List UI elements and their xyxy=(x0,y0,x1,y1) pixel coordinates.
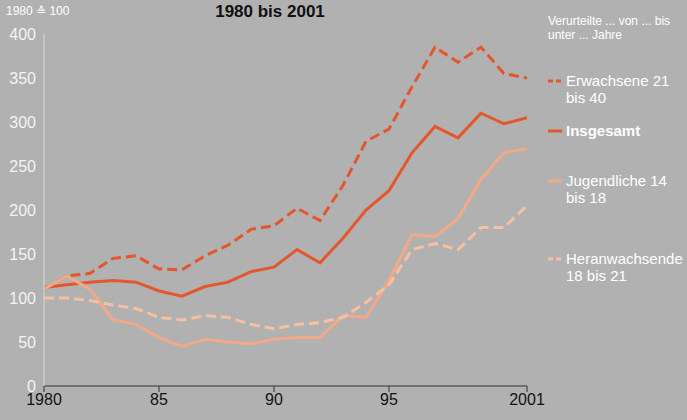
svg-text:400: 400 xyxy=(9,26,36,43)
svg-text:250: 250 xyxy=(9,158,36,175)
svg-text:0: 0 xyxy=(27,378,36,395)
html-text:1980 bis 2001: 1980 bis 2001 xyxy=(215,2,325,21)
html-text:Verurteilte ... von ... bis un: Verurteilte ... von ... bis unter ... Ja… xyxy=(548,14,671,42)
svg-text:2001: 2001 xyxy=(509,391,545,408)
svg-text:350: 350 xyxy=(9,70,36,87)
svg-text:200: 200 xyxy=(9,202,36,219)
html-text:1980 ≙ 100: 1980 ≙ 100 xyxy=(6,4,70,18)
html-text:Insgesamt: Insgesamt xyxy=(566,122,641,139)
svg-text:50: 50 xyxy=(18,334,36,351)
html-text:Heranwachsende 18 bis 21: Heranwachsende 18 bis 21 xyxy=(566,250,683,284)
svg-text:300: 300 xyxy=(9,114,36,131)
svg-text:85: 85 xyxy=(150,391,168,408)
html-text:Erwachsene 21 bis 40: Erwachsene 21 bis 40 xyxy=(566,72,670,106)
html-text:Jugendliche 14 bis 18: Jugendliche 14 bis 18 xyxy=(566,172,667,206)
svg-text:1980: 1980 xyxy=(26,391,62,409)
svg-text:95: 95 xyxy=(380,391,398,408)
svg-text:90: 90 xyxy=(265,391,283,408)
svg-text:150: 150 xyxy=(9,246,36,263)
svg-text:100: 100 xyxy=(9,290,36,307)
